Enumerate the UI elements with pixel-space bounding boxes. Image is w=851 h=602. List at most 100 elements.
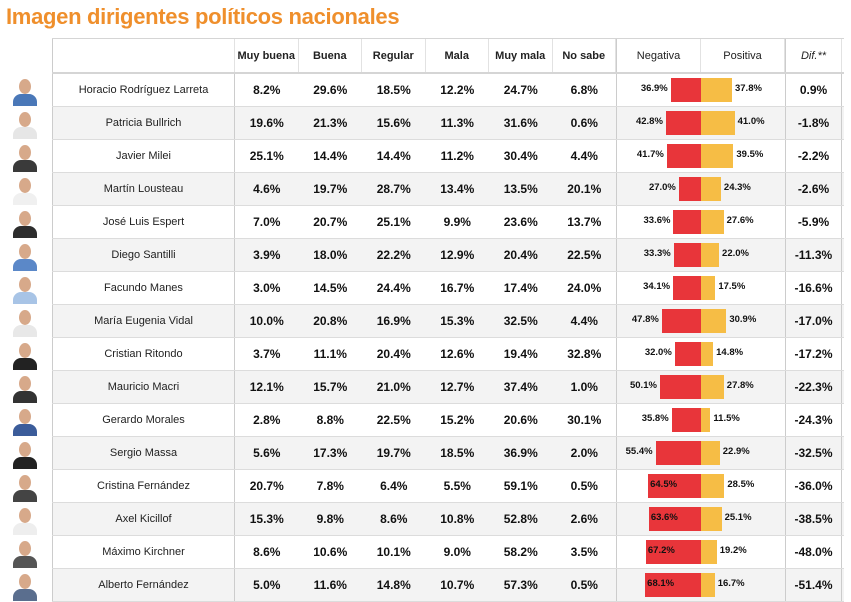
- value-regular: 28.7%: [376, 182, 411, 196]
- positiva-label: 22.9%: [722, 446, 750, 457]
- header-muy-mala: Muy mala: [489, 39, 553, 72]
- negativa-label: 42.8%: [635, 116, 663, 127]
- value-muy-buena: 15.3%: [249, 512, 284, 526]
- avatar: [10, 406, 40, 436]
- negativa-bar: [666, 144, 701, 168]
- positiva-bar: [701, 540, 717, 564]
- value-muy-buena: 10.0%: [249, 314, 284, 328]
- value-no-sabe: 24.0%: [567, 281, 602, 295]
- value-regular: 14.8%: [376, 578, 411, 592]
- negativa-bar: [674, 342, 701, 366]
- value-mala: 12.9%: [440, 248, 475, 262]
- value-mala: 12.2%: [440, 83, 475, 97]
- avatar: [10, 505, 40, 535]
- value-mala: 13.4%: [440, 182, 475, 196]
- avatar: [10, 340, 40, 370]
- diverging-bars: 64.5% 28.5%: [617, 470, 786, 502]
- table-row: Mauricio Macri 12.1% 15.7% 21.0% 12.7% 37.4% 1…: [13, 371, 844, 404]
- value-muy-buena: 19.6%: [249, 116, 284, 130]
- politician-name: Javier Milei: [52, 140, 235, 172]
- politician-name: Martín Lousteau: [52, 173, 235, 205]
- table-row: Javier Milei 25.1% 14.4% 14.4% 11.2% 30.4% 4.4…: [13, 140, 844, 173]
- diverging-bars: 42.8% 41.0%: [617, 107, 786, 139]
- value-buena: 7.8%: [316, 479, 344, 493]
- politician-name: María Eugenia Vidal: [52, 305, 235, 337]
- table-row: Cristina Fernández 20.7% 7.8% 6.4% 5.5% 59.1%…: [13, 470, 844, 503]
- value-buena: 11.6%: [313, 578, 347, 592]
- negativa-bar: [673, 210, 701, 234]
- negativa-bar: [648, 474, 701, 498]
- negativa-bar: [673, 243, 701, 267]
- value-no-sabe: 2.6%: [570, 512, 598, 526]
- value-mala: 15.3%: [440, 314, 475, 328]
- positiva-label: 19.2%: [719, 545, 747, 556]
- value-buena: 18.0%: [313, 248, 348, 262]
- politician-name: Máximo Kirchner: [52, 536, 235, 568]
- value-regular: 15.6%: [376, 116, 411, 130]
- value-mala: 18.5%: [440, 446, 475, 460]
- value-muy-mala: 37.4%: [503, 380, 538, 394]
- diverging-bars: 50.1% 27.8%: [617, 371, 786, 403]
- avatar: [10, 175, 40, 205]
- header-buena: Buena: [299, 39, 362, 72]
- value-muy-buena: 4.6%: [253, 182, 281, 196]
- value-regular: 19.7%: [376, 446, 411, 460]
- politician-name: Diego Santilli: [52, 239, 235, 271]
- header-name: [52, 39, 235, 72]
- positiva-bar: [701, 507, 722, 531]
- value-regular: 21.0%: [376, 380, 411, 394]
- table-row: Facundo Manes 3.0% 14.5% 24.4% 16.7% 17.4% 24.…: [13, 272, 844, 305]
- negativa-bar: [655, 441, 701, 465]
- value-dif: -32.5%: [785, 437, 842, 469]
- table-row: Axel Kicillof 15.3% 9.8% 8.6% 10.8% 52.8% 2.6%…: [13, 503, 844, 536]
- value-muy-mala: 20.6%: [503, 413, 538, 427]
- diverging-bars: 55.4% 22.9%: [617, 437, 786, 469]
- positiva-label: 27.8%: [726, 380, 754, 391]
- negativa-label: 36.9%: [640, 83, 668, 94]
- table-row: Diego Santilli 3.9% 18.0% 22.2% 12.9% 20.4% 22…: [13, 239, 844, 272]
- negativa-label: 68.1%: [647, 578, 675, 589]
- politician-name: Cristina Fernández: [52, 470, 235, 502]
- table-row: María Eugenia Vidal 10.0% 20.8% 16.9% 15.3% 3…: [13, 305, 844, 338]
- negativa-label: 27.0%: [648, 182, 676, 193]
- table-row: Horacio Rodríguez Larreta 8.2% 29.6% 18.5% 1…: [13, 74, 844, 107]
- value-mala: 16.7%: [440, 281, 475, 295]
- value-regular: 18.5%: [376, 83, 411, 97]
- diverging-bars: 34.1% 17.5%: [617, 272, 786, 304]
- positiva-label: 22.0%: [722, 248, 749, 259]
- politician-name: Facundo Manes: [52, 272, 235, 304]
- value-no-sabe: 1.0%: [570, 380, 598, 394]
- value-mala: 10.7%: [440, 578, 475, 592]
- positiva-label: 39.5%: [736, 149, 764, 160]
- value-muy-buena: 20.7%: [249, 479, 284, 493]
- value-no-sabe: 13.7%: [567, 215, 602, 229]
- value-muy-buena: 5.0%: [253, 578, 281, 592]
- value-no-sabe: 0.6%: [570, 116, 598, 130]
- value-dif: -5.9%: [785, 206, 842, 238]
- negativa-bar: [671, 408, 701, 432]
- positiva-label: 14.8%: [716, 347, 744, 358]
- negativa-label: 34.1%: [643, 281, 671, 292]
- value-dif: -1.8%: [785, 107, 842, 139]
- value-regular: 22.2%: [376, 248, 411, 262]
- politician-name: Gerardo Morales: [52, 404, 235, 436]
- positiva-label: 24.3%: [723, 182, 751, 193]
- value-no-sabe: 0.5%: [570, 578, 598, 592]
- value-mala: 12.7%: [440, 380, 475, 394]
- value-muy-buena: 5.6%: [253, 446, 281, 460]
- negativa-label: 35.8%: [641, 413, 669, 424]
- negativa-bar: [659, 375, 701, 399]
- value-regular: 8.6%: [380, 512, 408, 526]
- value-buena: 10.6%: [313, 545, 348, 559]
- politician-name: Sergio Massa: [52, 437, 235, 469]
- negativa-label: 64.5%: [650, 479, 678, 490]
- politician-name: Alberto Fernández: [52, 569, 235, 601]
- negativa-bar: [645, 540, 701, 564]
- diverging-bars: 68.1% 16.7%: [617, 569, 786, 601]
- table-row: Gerardo Morales 2.8% 8.8% 22.5% 15.2% 20.6% 30…: [13, 404, 844, 437]
- avatar: [10, 373, 40, 403]
- value-dif: -48.0%: [785, 536, 842, 568]
- avatar: [10, 109, 40, 139]
- value-mala: 9.9%: [443, 215, 471, 229]
- value-buena: 14.5%: [313, 281, 348, 295]
